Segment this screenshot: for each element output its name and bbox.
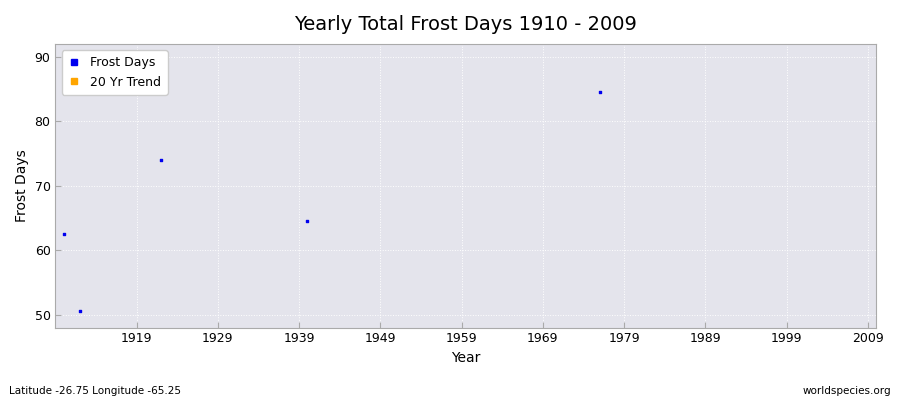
Point	[592, 89, 607, 96]
Point	[300, 218, 314, 224]
Y-axis label: Frost Days: Frost Days	[15, 149, 29, 222]
X-axis label: Year: Year	[451, 351, 481, 365]
Point	[154, 157, 168, 163]
Title: Yearly Total Frost Days 1910 - 2009: Yearly Total Frost Days 1910 - 2009	[294, 15, 637, 34]
Point	[57, 231, 71, 237]
Text: Latitude -26.75 Longitude -65.25: Latitude -26.75 Longitude -65.25	[9, 386, 181, 396]
Point	[73, 308, 87, 315]
Legend: Frost Days, 20 Yr Trend: Frost Days, 20 Yr Trend	[62, 50, 167, 95]
Text: worldspecies.org: worldspecies.org	[803, 386, 891, 396]
